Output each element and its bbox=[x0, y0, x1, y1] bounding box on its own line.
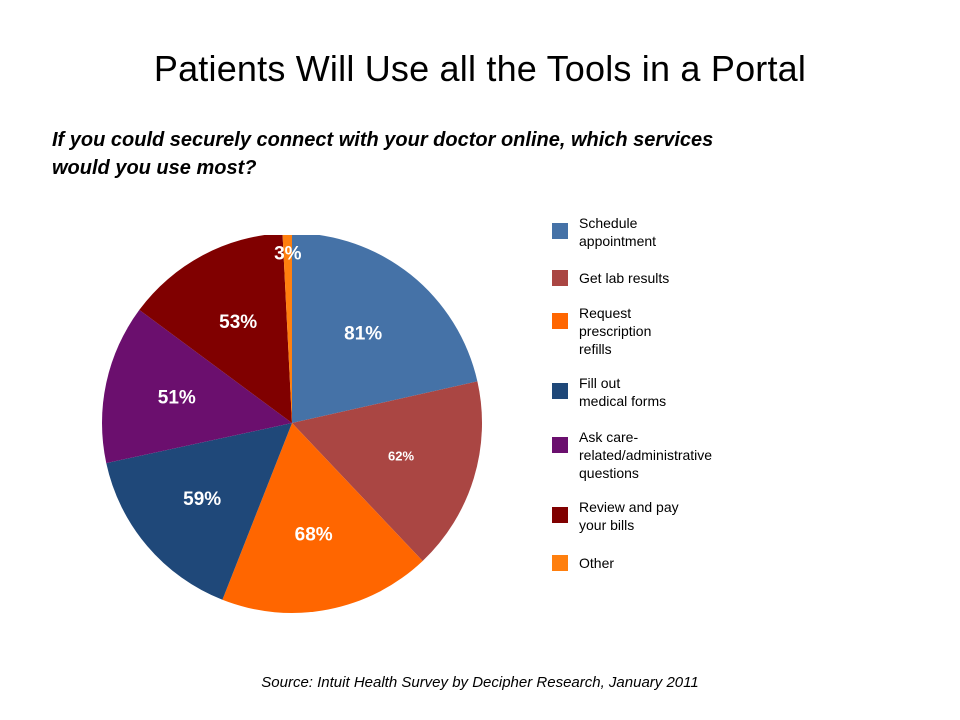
legend-item-fill-out-medical-forms: Fill out medical forms bbox=[552, 374, 666, 410]
data-label-other: 3% bbox=[274, 244, 302, 265]
pie-slice-fill-out-medical-forms bbox=[106, 423, 292, 600]
data-label-schedule-appointment: 81% bbox=[344, 324, 382, 345]
legend-label: Get lab results bbox=[579, 270, 670, 286]
legend-label: Review and pay your bills bbox=[579, 499, 679, 533]
legend-item-schedule-appointment: Schedule appointment bbox=[552, 214, 656, 250]
subtitle-line-1: If you could securely connect with your … bbox=[52, 129, 714, 151]
legend-item-review-and-pay-your-bills: Review and pay your bills bbox=[552, 498, 679, 534]
data-label-request-prescription-refills: 68% bbox=[295, 524, 333, 545]
legend-swatch bbox=[552, 223, 568, 239]
legend-swatch bbox=[552, 437, 568, 453]
legend-label: Schedule appointment bbox=[579, 215, 657, 249]
pie-slice-get-lab-results bbox=[292, 381, 483, 561]
legend-label: Request prescription refills bbox=[579, 305, 652, 357]
pie-chart: 81% 62% 68% 59% 51% 53% 3% bbox=[101, 235, 483, 614]
legend-swatch bbox=[552, 507, 568, 523]
data-label-ask-care-related-administrative-questions: 51% bbox=[158, 388, 196, 409]
pie-slice-schedule-appointment bbox=[292, 235, 478, 423]
chart-title: Patients Will Use all the Tools in a Por… bbox=[153, 48, 807, 89]
legend-item-get-lab-results: Get lab results bbox=[552, 269, 669, 287]
legend-label: Fill out medical forms bbox=[579, 375, 667, 409]
legend-label: Ask care-related/administrative questions bbox=[579, 429, 713, 481]
data-label-fill-out-medical-forms: 59% bbox=[183, 489, 221, 510]
legend-item-other: Other bbox=[552, 554, 614, 572]
data-label-get-lab-results: 62% bbox=[388, 449, 414, 464]
subtitle-line-2: would you use most? bbox=[52, 157, 257, 179]
legend-label: Other bbox=[579, 555, 615, 571]
legend-item-request-prescription-refills: Request prescription refills bbox=[552, 304, 651, 358]
legend-swatch bbox=[552, 555, 568, 571]
pie-slice-request-prescription-refills bbox=[222, 423, 423, 614]
legend-swatch bbox=[552, 270, 568, 286]
data-label-review-and-pay-your-bills: 53% bbox=[219, 312, 257, 333]
legend-swatch bbox=[552, 383, 568, 399]
chart-subtitle: If you could securely connect with your … bbox=[52, 126, 892, 182]
source-note: Source: Intuit Health Survey by Decipher… bbox=[261, 674, 699, 691]
legend-swatch bbox=[552, 313, 568, 329]
pie-slice-ask-care-related-administrative-questions bbox=[101, 309, 293, 464]
legend-item-ask-care-related-administrative-questions: Ask care-related/administrative questions bbox=[552, 428, 712, 482]
pie-slice-review-and-pay-your-bills bbox=[139, 235, 292, 423]
